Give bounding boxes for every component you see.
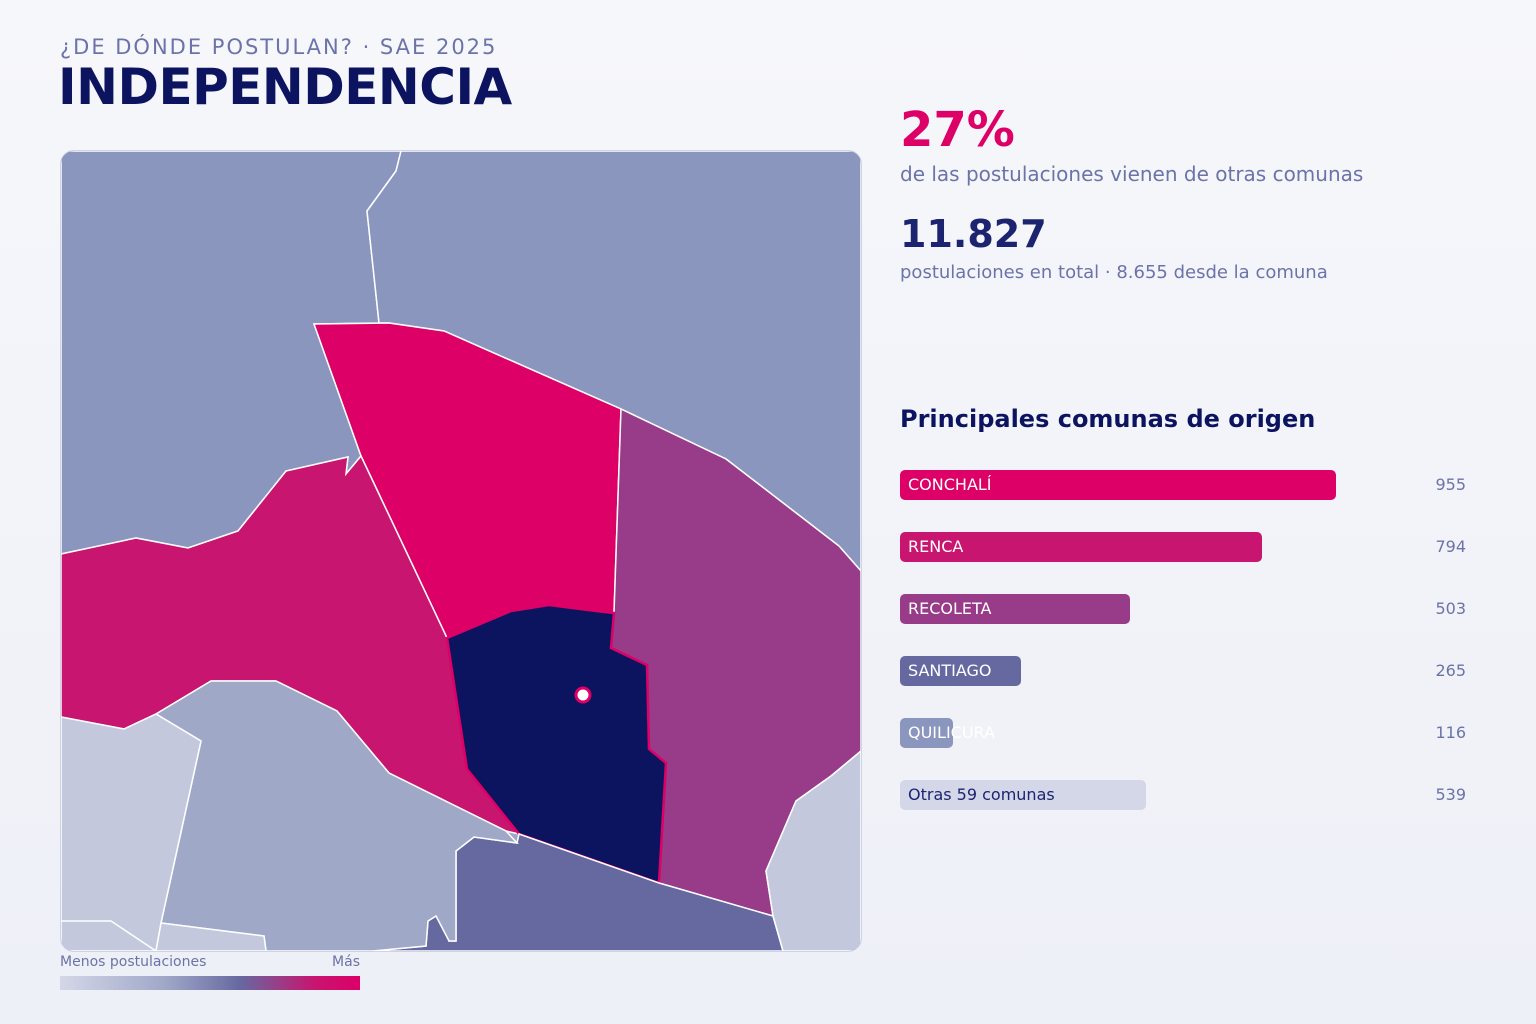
legend-gradient-bar bbox=[60, 976, 360, 990]
origin-bar-label: CONCHALÍ bbox=[908, 475, 992, 494]
origin-row: Otras 59 comunas 539 bbox=[900, 780, 1470, 810]
origin-row: RECOLETA 503 bbox=[900, 594, 1470, 624]
origin-bar-label: Otras 59 comunas bbox=[908, 785, 1055, 804]
origins-title: Principales comunas de origen bbox=[900, 405, 1316, 433]
origin-bar[interactable] bbox=[900, 780, 1146, 810]
legend-high-label: Más bbox=[332, 954, 360, 970]
origin-bar-value: 116 bbox=[1435, 723, 1466, 742]
region-pudahuel[interactable] bbox=[61, 713, 202, 951]
origin-bar-label: SANTIAGO bbox=[908, 661, 992, 680]
origin-bar-value: 265 bbox=[1435, 661, 1466, 680]
origin-bar-label: RENCA bbox=[908, 537, 964, 556]
region-independencia[interactable] bbox=[445, 603, 668, 885]
external-percentage: 27% bbox=[900, 102, 1015, 158]
map-legend: Menos postulaciones Más bbox=[60, 954, 360, 990]
region-lo-prado[interactable] bbox=[61, 920, 158, 951]
region-providencia[interactable] bbox=[765, 750, 861, 951]
origin-row: RENCA 794 bbox=[900, 532, 1470, 562]
origin-bar-value: 794 bbox=[1435, 537, 1466, 556]
choropleth-map[interactable] bbox=[60, 150, 862, 952]
origin-row: CONCHALÍ 955 bbox=[900, 470, 1470, 500]
origin-bar-value: 539 bbox=[1435, 785, 1466, 804]
origin-bar-value: 955 bbox=[1435, 475, 1466, 494]
map-svg bbox=[61, 151, 861, 951]
origins-bar-list: CONCHALÍ 955 RENCA 794 RECOLETA 503 SANTIAGO 26… bbox=[900, 470, 1470, 842]
page-title: INDEPENDENCIA bbox=[58, 58, 512, 116]
origin-bar-label: QUILICURA bbox=[908, 723, 995, 742]
origin-bar-value: 503 bbox=[1435, 599, 1466, 618]
external-percentage-label: de las postulaciones vienen de otras com… bbox=[900, 162, 1364, 186]
page-subtitle: ¿DE DÓNDE POSTULAN? · SAE 2025 bbox=[60, 35, 498, 59]
centroid-marker bbox=[574, 686, 592, 704]
origin-bar[interactable] bbox=[900, 594, 1130, 624]
region-quinta-normal[interactable] bbox=[155, 922, 267, 951]
total-applications-label: postulaciones en total · 8.655 desde la … bbox=[900, 262, 1328, 283]
legend-low-label: Menos postulaciones bbox=[60, 954, 207, 970]
origin-bar[interactable] bbox=[900, 718, 953, 748]
total-applications: 11.827 bbox=[900, 212, 1047, 256]
origin-bar[interactable] bbox=[900, 656, 1021, 686]
origin-bar[interactable] bbox=[900, 532, 1262, 562]
origin-row: QUILICURA 116 bbox=[900, 718, 1470, 748]
origin-bar-label: RECOLETA bbox=[908, 599, 992, 618]
origin-row: SANTIAGO 265 bbox=[900, 656, 1470, 686]
origin-bar[interactable] bbox=[900, 470, 1336, 500]
